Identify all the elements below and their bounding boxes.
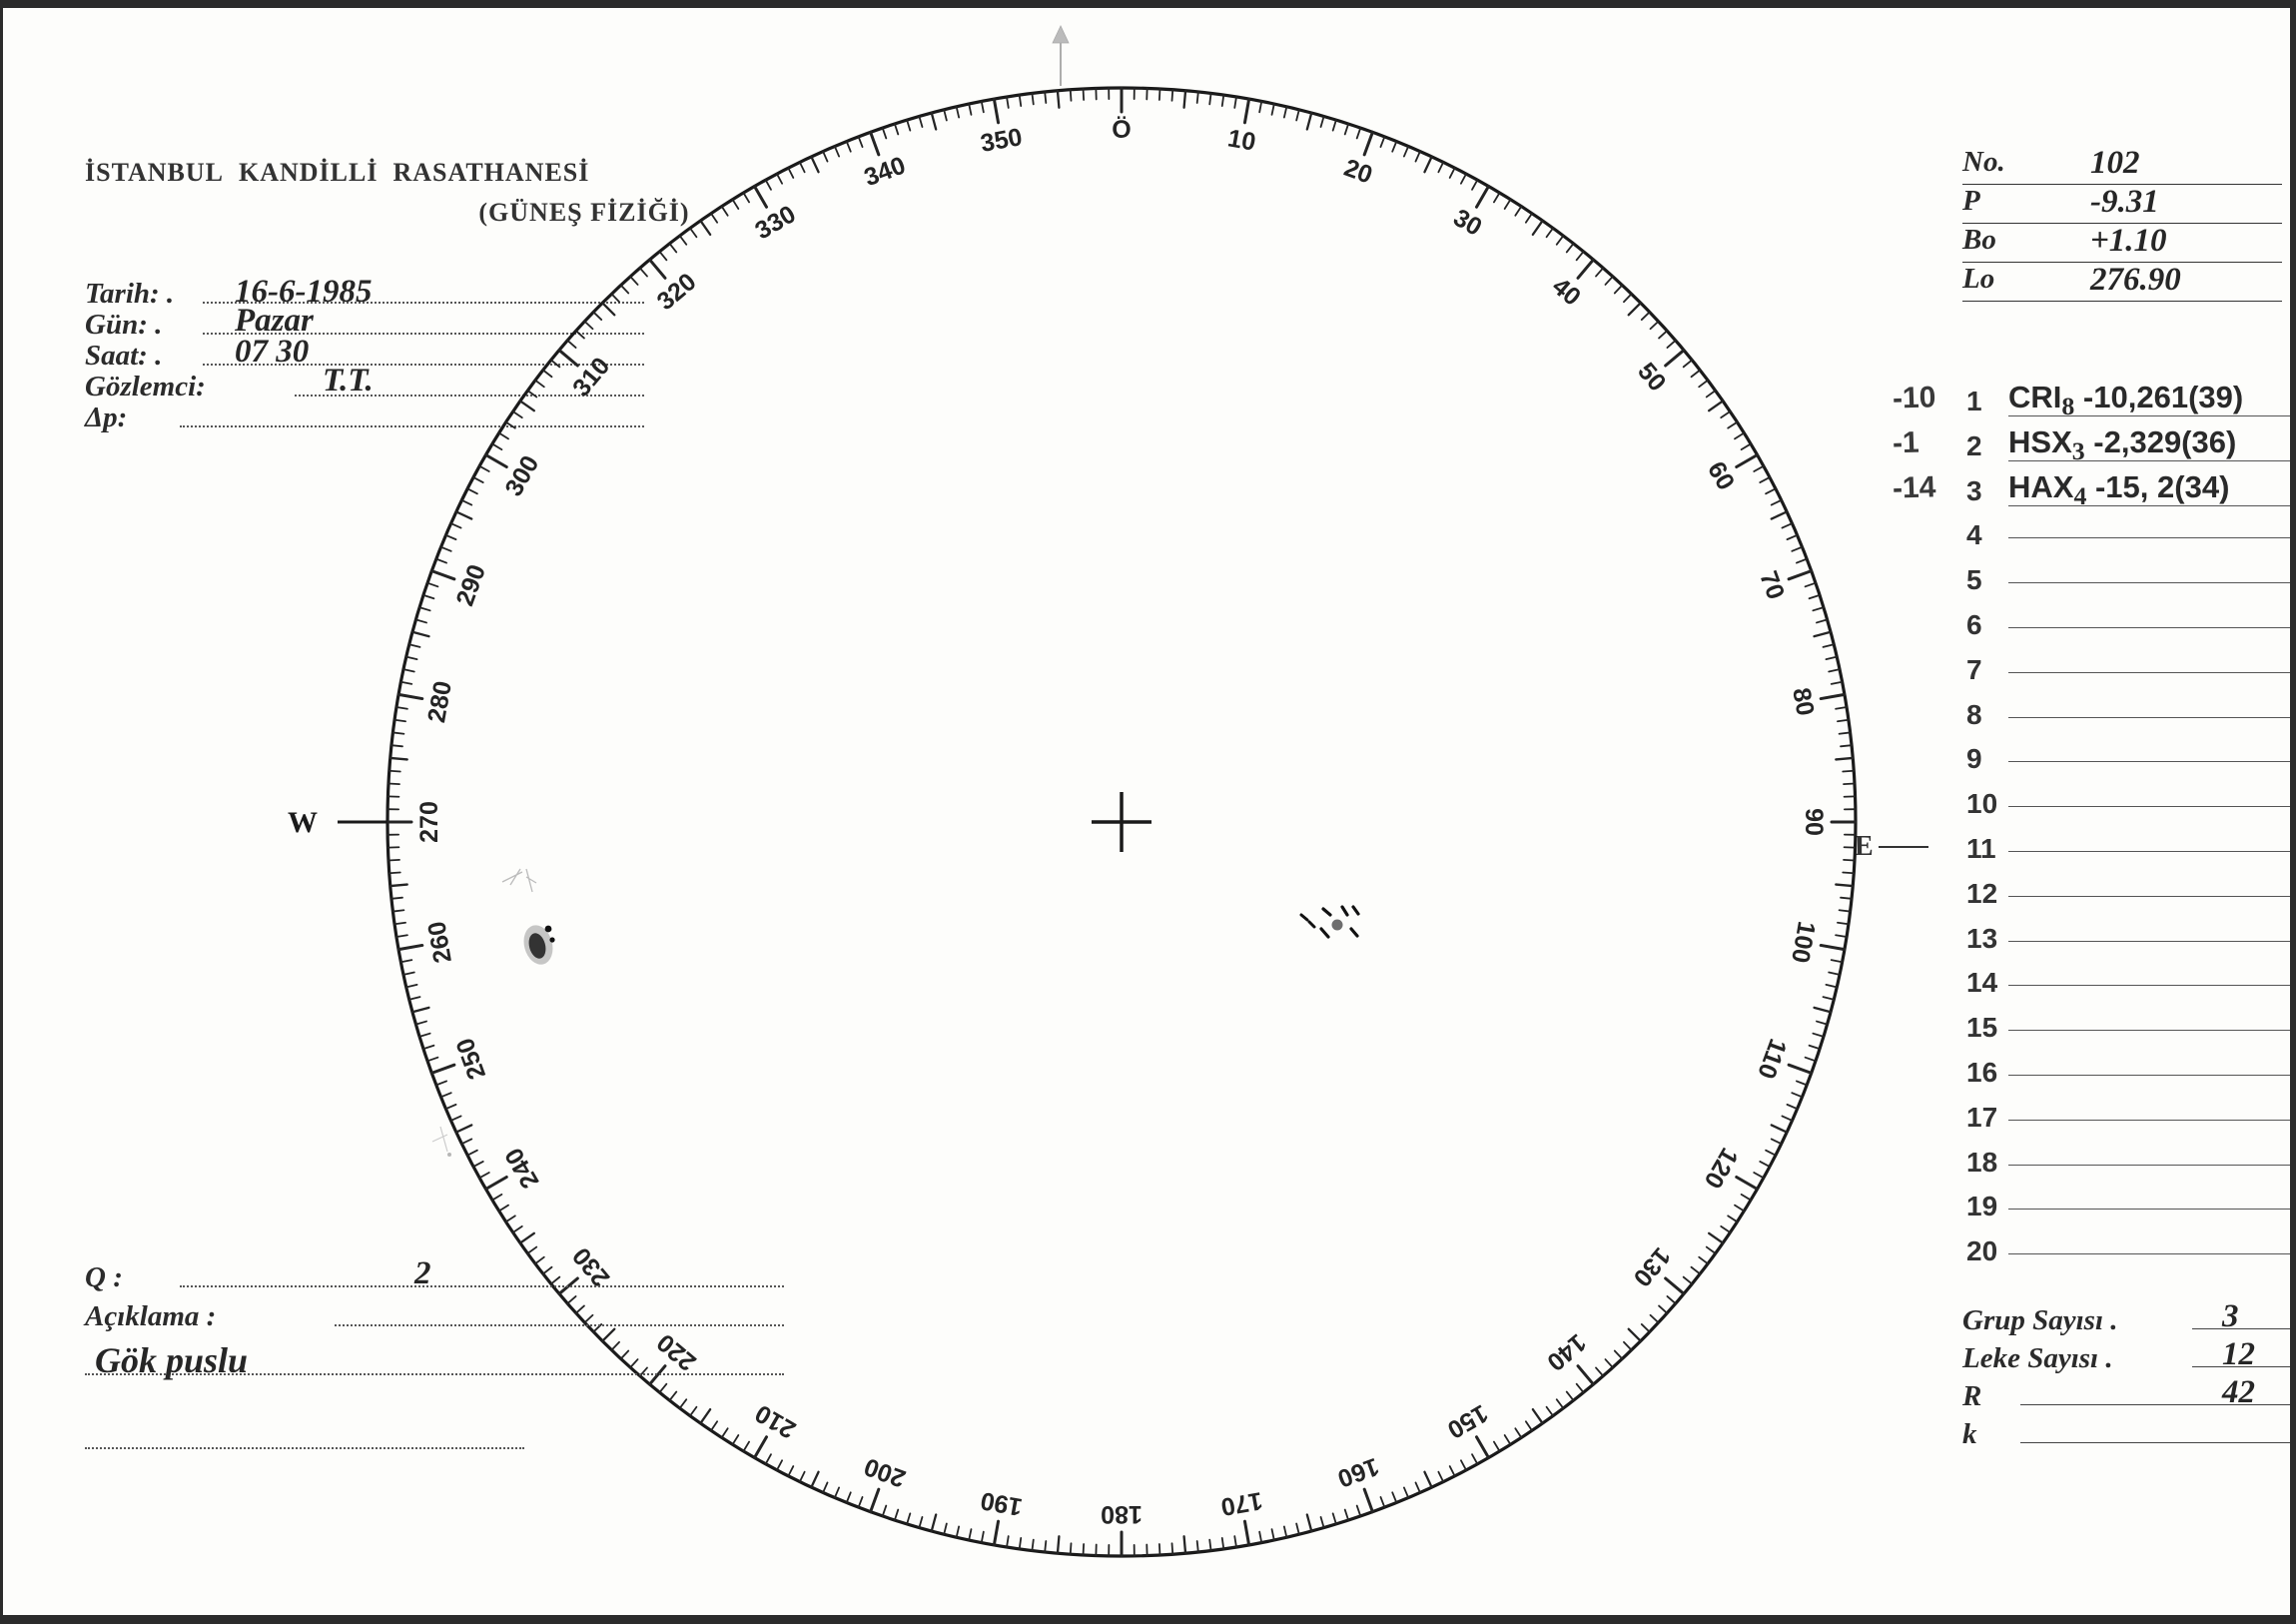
svg-text:20: 20 [1340, 154, 1376, 190]
svg-text:350: 350 [979, 123, 1025, 158]
svg-text:170: 170 [1218, 1486, 1264, 1521]
svg-text:80: 80 [1787, 686, 1819, 718]
svg-text:150: 150 [1442, 1399, 1492, 1444]
svg-text:50: 50 [1632, 358, 1671, 397]
svg-text:90: 90 [1800, 808, 1828, 836]
svg-text:200: 200 [861, 1452, 910, 1493]
svg-text:120: 120 [1699, 1143, 1744, 1193]
svg-text:260: 260 [422, 919, 457, 965]
svg-text:10: 10 [1225, 124, 1257, 156]
svg-text:250: 250 [451, 1035, 492, 1084]
svg-text:180: 180 [1101, 1500, 1143, 1528]
svg-text:130: 130 [1628, 1241, 1676, 1291]
svg-text:300: 300 [499, 450, 544, 500]
svg-text:190: 190 [979, 1486, 1025, 1521]
svg-text:100: 100 [1786, 919, 1821, 965]
svg-text:W: W [288, 806, 318, 839]
svg-text:330: 330 [750, 200, 800, 245]
svg-text:310: 310 [567, 353, 615, 403]
svg-text:70: 70 [1754, 567, 1790, 603]
svg-text:60: 60 [1702, 456, 1740, 494]
svg-text:320: 320 [652, 268, 702, 316]
svg-text:290: 290 [451, 561, 492, 610]
svg-text:240: 240 [499, 1143, 544, 1193]
svg-text:160: 160 [1334, 1452, 1383, 1493]
svg-text:Ö: Ö [1112, 115, 1131, 144]
svg-text:270: 270 [415, 801, 443, 843]
svg-text:40: 40 [1547, 272, 1586, 311]
svg-text:140: 140 [1541, 1328, 1591, 1376]
svg-text:30: 30 [1448, 204, 1486, 242]
svg-text:340: 340 [861, 152, 910, 193]
svg-text:110: 110 [1752, 1035, 1792, 1082]
svg-text:280: 280 [422, 679, 457, 725]
